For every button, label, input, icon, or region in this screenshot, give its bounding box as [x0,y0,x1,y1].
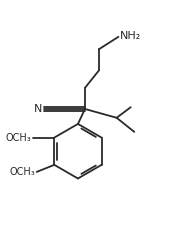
Text: N: N [34,104,42,114]
Text: OCH₃: OCH₃ [9,167,35,177]
Text: NH₂: NH₂ [120,31,141,41]
Text: OCH₃: OCH₃ [6,133,32,143]
